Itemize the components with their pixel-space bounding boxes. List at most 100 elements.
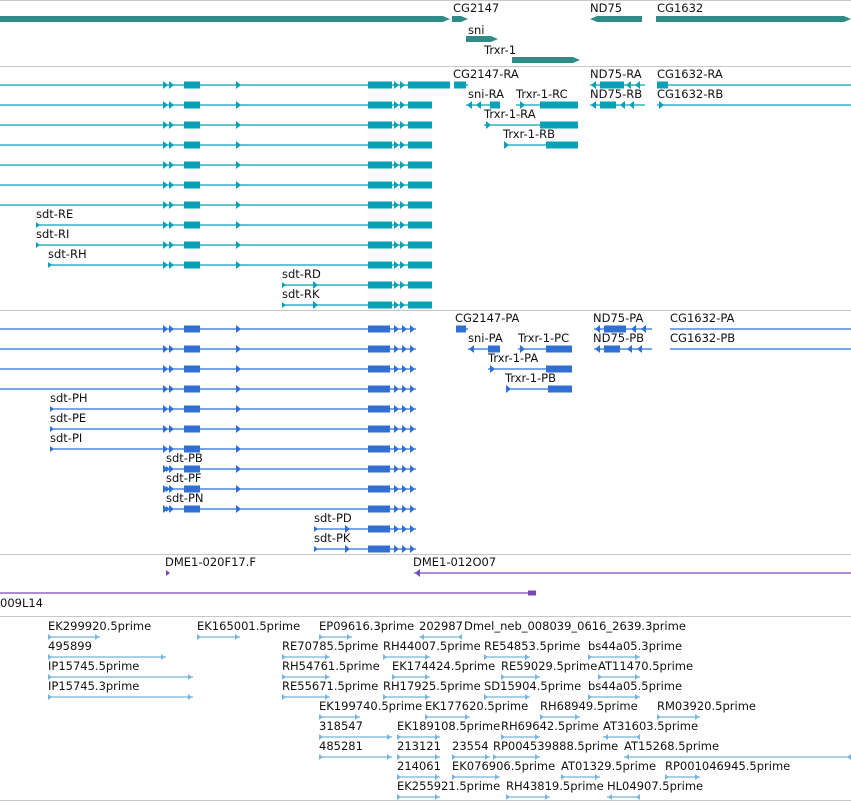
feature-label[interactable]: bs44a05.5prime — [588, 679, 683, 693]
feature-label[interactable]: EK189108.5prime — [397, 719, 501, 733]
feature-label[interactable]: sdt-RI — [36, 227, 70, 241]
strand-arrow — [535, 674, 539, 680]
strand-arrow — [402, 465, 407, 473]
feature-label[interactable]: RH44007.5prime — [383, 639, 481, 653]
feature-label[interactable]: 495899 — [48, 639, 92, 653]
strand-arrow — [236, 221, 241, 229]
feature-label[interactable]: EK177620.5prime — [425, 699, 529, 713]
feature-label[interactable]: RE59029.5prime — [501, 659, 598, 673]
feature-label[interactable]: Trxr-1-PA — [488, 351, 539, 365]
exon-block — [368, 81, 392, 89]
feature-label[interactable]: RH69642.5prime — [501, 719, 599, 733]
feature-label[interactable]: EK174424.5prime — [392, 659, 496, 673]
feature-label[interactable]: ND75-RA — [590, 67, 642, 81]
feature-label[interactable]: SD15904.5prime — [484, 679, 582, 693]
feature-label[interactable]: ND75 — [590, 1, 623, 15]
feature-label[interactable]: IP15745.5prime — [48, 659, 140, 673]
feature-label[interactable]: AT01329.5prime — [561, 759, 657, 773]
feature-label[interactable]: 213121 — [397, 739, 441, 753]
feature-label[interactable]: sdt-PK — [314, 531, 351, 545]
feature-label[interactable]: sni-PA — [468, 331, 503, 345]
feature-label[interactable]: CG1632-RB — [657, 87, 724, 101]
exon-block — [546, 365, 572, 373]
strand-arrow — [347, 634, 351, 640]
strand-arrow — [319, 754, 323, 760]
feature-label[interactable]: 214061 — [397, 759, 441, 773]
feature-label[interactable]: ND75-PA — [593, 311, 644, 325]
strand-arrow — [484, 694, 488, 700]
feature-label[interactable]: sdt-PB — [166, 451, 203, 465]
feature-label[interactable]: DME1-020F17.F — [165, 555, 256, 569]
feature-label[interactable]: Trxr-1-RA — [484, 107, 536, 121]
feature-label[interactable]: sdt-PF — [166, 471, 202, 485]
feature-label[interactable]: HL04907.5prime — [607, 779, 704, 793]
feature-label[interactable]: EK299920.5prime — [48, 619, 152, 633]
feature-label[interactable]: 318547 — [319, 719, 363, 733]
feature-label[interactable]: RH68949.5prime — [540, 699, 638, 713]
feature-label[interactable]: Trxr-1 — [484, 43, 517, 57]
strand-arrow — [236, 201, 241, 209]
feature-label[interactable]: CG1632-PB — [670, 331, 736, 345]
feature-label[interactable]: sdt-RK — [282, 287, 320, 301]
feature-label[interactable]: DME1-012O07 — [413, 555, 497, 569]
strand-arrow — [163, 505, 168, 513]
feature-label[interactable]: sdt-RE — [36, 207, 74, 221]
feature-label[interactable]: Trxr-1-PB — [505, 371, 556, 385]
feature-label[interactable]: CG2147 — [453, 1, 500, 15]
feature-label[interactable]: RM03920.5prime — [657, 699, 756, 713]
strand-arrow — [169, 241, 174, 249]
feature-label[interactable]: ND75-RB — [590, 87, 643, 101]
feature-label[interactable]: RH54761.5prime — [282, 659, 380, 673]
feature-label[interactable]: 202987 — [419, 619, 463, 633]
feature-label[interactable]: EP09616.3prime — [319, 619, 415, 633]
feature-label[interactable]: sdt-PE — [50, 411, 87, 425]
feature-label[interactable]: EK076906.5prime — [452, 759, 556, 773]
feature-label[interactable]: sdt-PH — [50, 391, 88, 405]
feature-label[interactable]: sdt-PI — [50, 431, 83, 445]
feature-label[interactable]: sni-RA — [468, 87, 505, 101]
exon-block — [368, 281, 392, 289]
feature-label[interactable]: RH17925.5prime — [383, 679, 481, 693]
feature-label[interactable]: RE70785.5prime — [282, 639, 379, 653]
feature-label[interactable]: AT15268.5prime — [624, 739, 720, 753]
feature-label[interactable]: bs44a05.3prime — [588, 639, 683, 653]
feature-label[interactable]: Trxr-1-RB — [503, 127, 556, 141]
feature-label[interactable]: IP15745.3prime — [48, 679, 140, 693]
feature-label[interactable]: sdt-PD — [314, 511, 352, 525]
feature-label[interactable]: sdt-RD — [282, 267, 321, 281]
feature-label[interactable]: RH43819.5prime — [506, 779, 604, 793]
feature-label[interactable]: EK199740.5prime — [319, 699, 423, 713]
feature-label[interactable]: 485281 — [319, 739, 363, 753]
strand-arrow — [595, 325, 600, 333]
exon-block — [184, 425, 200, 433]
feature-label[interactable]: CG1632-PA — [670, 311, 735, 325]
feature-label[interactable]: 23554 — [452, 739, 489, 753]
feature-label[interactable]: RE54853.5prime — [484, 639, 581, 653]
feature-label[interactable]: CG1632-RA — [657, 67, 723, 81]
exon-block — [184, 345, 200, 353]
feature-label[interactable]: AT31603.5prime — [603, 719, 699, 733]
feature-label[interactable]: Trxr-1-PC — [518, 331, 570, 345]
feature-label[interactable]: RP004539888.5prime — [493, 739, 619, 753]
feature-label[interactable]: CG2147-RA — [453, 67, 519, 81]
feature-label[interactable]: RE55671.5prime — [282, 679, 379, 693]
exon-block — [408, 261, 432, 269]
feature-label[interactable]: AT11470.5prime — [598, 659, 694, 673]
feature-label[interactable]: CG1632 — [657, 1, 704, 15]
feature-label[interactable]: EK255921.5prime — [397, 779, 501, 793]
feature-label[interactable]: CG2147-PA — [455, 311, 520, 325]
track-divider — [0, 310, 851, 311]
feature-label[interactable]: EK165001.5prime — [197, 619, 301, 633]
feature-label[interactable]: ND75-PB — [593, 331, 645, 345]
feature-label[interactable]: Trxr-1-RC — [516, 87, 568, 101]
strand-arrow — [402, 405, 407, 413]
feature-label[interactable]: sdt-RH — [48, 247, 87, 261]
feature-label[interactable]: 009L14 — [0, 596, 43, 610]
feature-label[interactable]: RP001046945.5prime — [665, 759, 791, 773]
strand-arrow — [458, 634, 462, 640]
strand-arrow — [402, 525, 407, 533]
feature-label[interactable]: Dmel_neb_008039_0616_2639.3prime — [464, 619, 686, 633]
feature-label[interactable]: sni — [468, 23, 485, 37]
feature-label[interactable]: sdt-PN — [166, 491, 204, 505]
